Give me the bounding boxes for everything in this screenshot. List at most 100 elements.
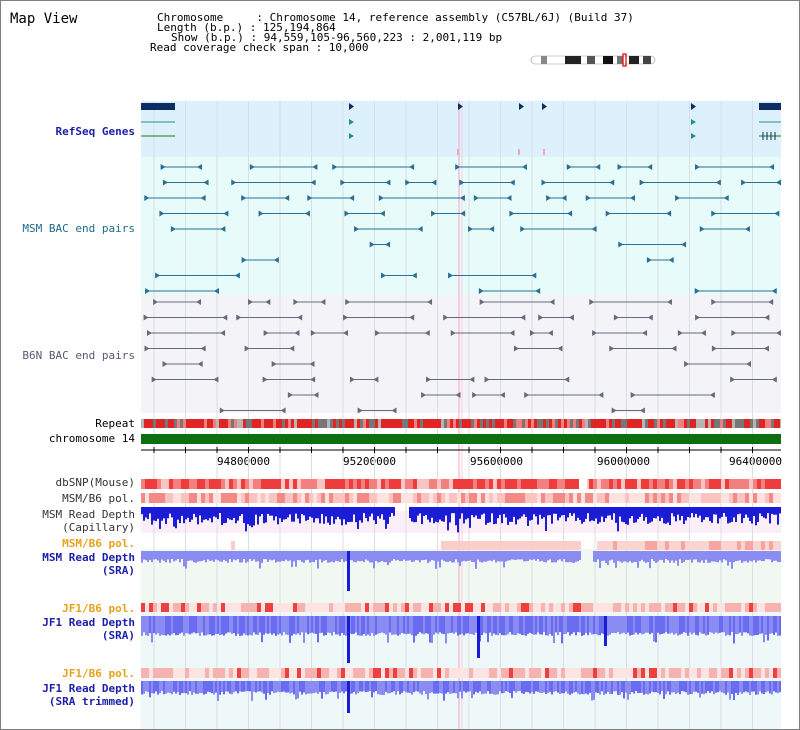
repeat-segment [705, 419, 708, 428]
repeat-segment [660, 419, 663, 428]
snp-mark [518, 149, 520, 155]
depth-bar [177, 681, 179, 693]
track-label-msm-depth-sra[interactable]: MSM Read Depth [42, 551, 135, 564]
depth-bar [561, 551, 563, 562]
track-label-jf1-depth-sra[interactable]: JF1 Read Depth [42, 616, 135, 629]
depth-bar [141, 507, 143, 515]
depth-bar [349, 507, 351, 523]
pol-density [161, 603, 165, 612]
track-label-jf1-pol-1[interactable]: JF1/B6 pol. [62, 602, 135, 615]
depth-bar [743, 551, 745, 562]
repeat-segment [324, 419, 327, 428]
depth-bar [377, 551, 379, 563]
msm-bac-pair-end [617, 164, 623, 170]
track-label-jf1-pol-2[interactable]: JF1/B6 pol. [62, 667, 135, 680]
depth-bar [251, 551, 253, 561]
depth-bar [607, 507, 609, 516]
msm-bac-pair-end [381, 272, 387, 279]
track-label-chromosome: chromosome 14 [48, 432, 135, 445]
repeat-segment [729, 419, 732, 428]
depth-bar [737, 551, 739, 561]
pol-density [489, 541, 493, 550]
pol-density [481, 603, 485, 612]
snp-density [205, 479, 209, 489]
b6n-bac-pair-end [509, 330, 515, 336]
depth-bar [361, 681, 363, 692]
depth-bar [441, 507, 443, 522]
snp-density [341, 479, 345, 489]
track-label-msm-pol-1[interactable]: MSM/B6 pol. [62, 492, 135, 505]
pol-density [581, 493, 585, 503]
depth-bar [619, 507, 621, 517]
track-label-msm-pol-2[interactable]: MSM/B6 pol. [62, 537, 135, 550]
pol-density [461, 603, 465, 612]
pol-density [605, 541, 609, 550]
repeat-segment [579, 419, 582, 428]
pol-density [389, 668, 393, 678]
depth-bar [721, 551, 723, 563]
snp-density [269, 479, 273, 489]
repeat-segment [474, 419, 477, 428]
snp-density [169, 479, 173, 489]
depth-bar [339, 616, 341, 636]
pol-density [673, 493, 677, 503]
depth-bar [217, 681, 219, 701]
pol-density [285, 493, 289, 503]
repeat-segment [384, 419, 387, 428]
track-label-msm-depth-cap[interactable]: MSM Read Depth [42, 508, 135, 521]
depth-bar [159, 681, 161, 694]
pol-density [177, 668, 181, 678]
pol-density [525, 541, 529, 550]
depth-bar [613, 551, 615, 563]
depth-bar [249, 681, 251, 692]
depth-bar [333, 507, 335, 524]
track-label-refseq[interactable]: RefSeq Genes [55, 125, 135, 138]
pol-density [673, 541, 677, 550]
repeat-segment [642, 419, 645, 428]
depth-bar [667, 616, 669, 634]
depth-bar [771, 681, 773, 695]
depth-bar [643, 551, 645, 562]
pol-density [393, 493, 397, 503]
depth-bar [601, 507, 603, 517]
pol-density [517, 603, 521, 612]
depth-bar [205, 616, 207, 636]
repeat-segment [393, 419, 396, 428]
pol-density [681, 668, 685, 678]
pol-density [309, 493, 313, 503]
depth-bar [479, 681, 481, 692]
track-label-dbsnp[interactable]: dbSNP(Mouse) [55, 476, 135, 489]
pol-density [589, 603, 593, 612]
pol-density [673, 668, 677, 678]
depth-bar [309, 551, 311, 563]
depth-bar [589, 681, 591, 693]
pol-density [613, 541, 617, 550]
depth-bar [493, 507, 495, 525]
depth-bar [459, 681, 461, 692]
depth-bar [631, 507, 633, 517]
repeat-segment [297, 419, 300, 428]
repeat-segment [615, 419, 618, 428]
track-label-jf1-depth-trim[interactable]: JF1 Read Depth [42, 682, 135, 695]
depth-bar [195, 507, 197, 518]
track-label-b6n-bac[interactable]: B6N BAC end pairs [22, 349, 135, 362]
pol-density [545, 603, 549, 612]
genome-track-canvas[interactable] [141, 101, 781, 729]
b6n-bac-pair-end [373, 376, 379, 383]
pol-density [545, 668, 549, 678]
chromosome-ideogram[interactable] [529, 53, 659, 67]
msm-bac-pair-end [771, 288, 777, 294]
repeat-segment [627, 419, 630, 428]
depth-bar [677, 616, 679, 636]
depth-bar [747, 616, 749, 634]
depth-bar [403, 616, 405, 634]
msm-bac-pair-end [312, 164, 318, 170]
depth-bar [705, 616, 707, 636]
depth-bar [159, 551, 161, 563]
depth-bar [189, 507, 191, 523]
pol-density [473, 603, 477, 612]
pol-density [405, 668, 409, 678]
depth-bar [487, 551, 489, 561]
repeat-segment [618, 419, 621, 428]
track-label-msm-bac[interactable]: MSM BAC end pairs [22, 222, 135, 235]
